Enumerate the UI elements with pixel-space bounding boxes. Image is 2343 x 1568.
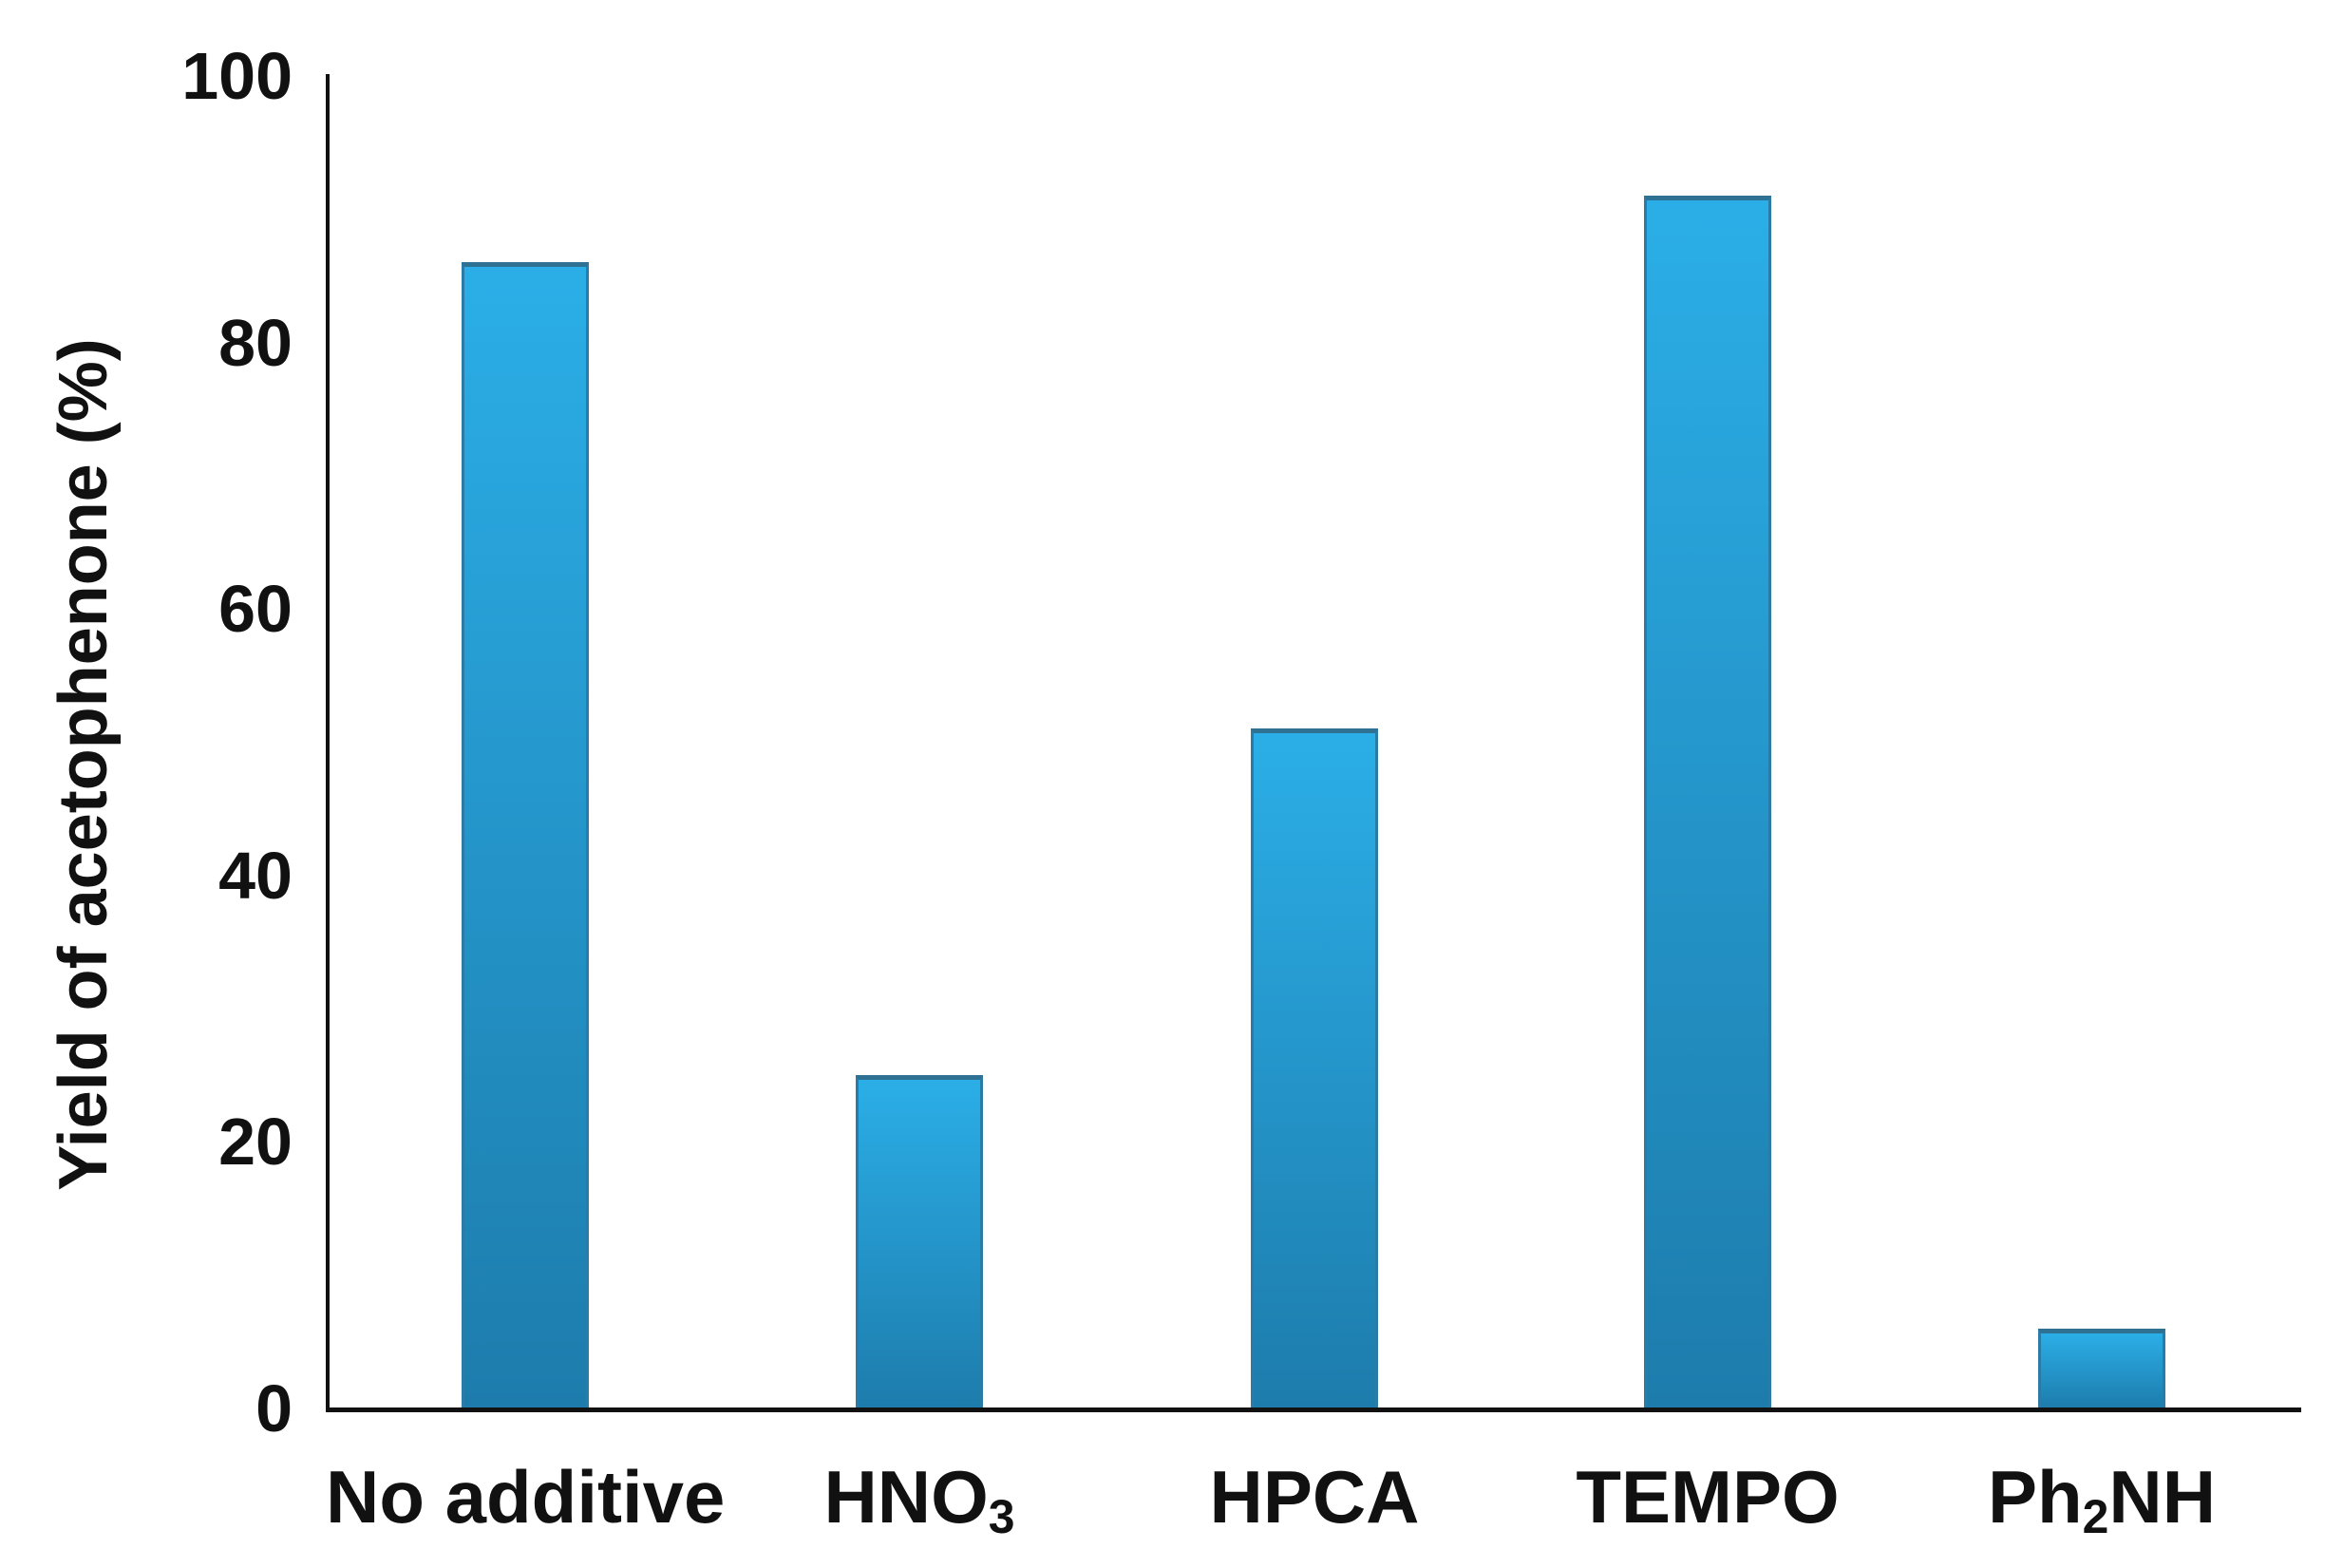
y-axis-line — [326, 74, 330, 1412]
x-category-label-ph2nh: Ph2NH — [1987, 1455, 2217, 1543]
x-category-label-no-additive: No additive — [326, 1455, 726, 1539]
subscript: 2 — [2082, 1489, 2109, 1543]
y-tick-label-60: 60 — [218, 572, 293, 647]
x-category-label-hpca: HPCA — [1209, 1455, 1420, 1539]
bar-no-additive — [462, 262, 589, 1408]
y-tick-label-40: 40 — [218, 838, 293, 913]
y-tick-label-0: 0 — [255, 1371, 293, 1445]
y-tick-label-100: 100 — [181, 39, 293, 113]
bar-hno3 — [856, 1075, 983, 1408]
subscript: 3 — [988, 1489, 1015, 1543]
y-tick-label-20: 20 — [218, 1105, 293, 1180]
x-category-label-hno3: HNO3 — [823, 1455, 1015, 1543]
x-category-label-tempo: TEMPO — [1576, 1455, 1840, 1539]
bar-tempo — [1644, 196, 1771, 1408]
x-axis-line — [326, 1407, 2301, 1412]
y-axis-title: Yield of acetophenone (%) — [46, 338, 122, 1191]
bar-hpca — [1251, 728, 1378, 1408]
bar-ph2nh — [2038, 1329, 2165, 1408]
y-tick-label-80: 80 — [218, 305, 293, 380]
